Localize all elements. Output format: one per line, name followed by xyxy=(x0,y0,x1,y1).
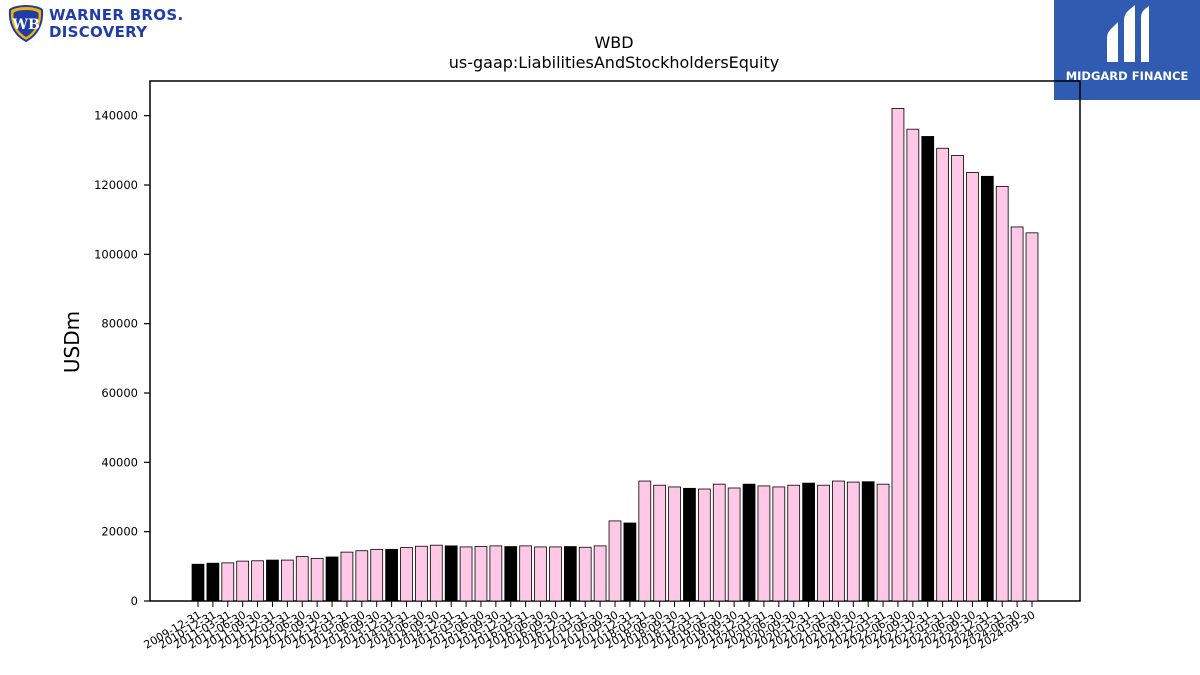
bar xyxy=(221,562,235,602)
logo-text-line2: DISCOVERY xyxy=(49,23,148,41)
bar xyxy=(385,548,398,602)
midgard-finance-logo: MIDGARD FINANCE xyxy=(1054,0,1200,100)
bar xyxy=(891,107,905,602)
bar xyxy=(474,546,488,602)
y-axis-ticks: 0 20000 40000 60000 80000 100000 120000 140000 xyxy=(94,109,150,608)
bar xyxy=(1010,226,1024,602)
bar xyxy=(578,546,592,602)
bar xyxy=(1025,232,1039,602)
bars xyxy=(191,107,1039,602)
bar xyxy=(623,522,637,602)
bar xyxy=(444,545,458,602)
midgard-mark-icon xyxy=(1107,5,1149,62)
y-tick-label: 40000 xyxy=(101,455,138,469)
bar xyxy=(251,560,264,602)
bar xyxy=(340,551,354,602)
bar xyxy=(727,487,741,602)
bar xyxy=(921,136,935,602)
bar xyxy=(191,563,205,602)
bar xyxy=(519,545,533,602)
bar xyxy=(951,155,964,602)
bar xyxy=(936,147,950,602)
bar xyxy=(638,480,652,602)
bar xyxy=(712,483,726,602)
bar xyxy=(683,487,696,602)
y-tick-label: 140000 xyxy=(94,109,138,123)
bar xyxy=(310,557,324,602)
logo-text-line1: WARNER BROS. xyxy=(49,6,184,24)
y-tick-label: 0 xyxy=(131,594,138,608)
bar xyxy=(400,547,413,602)
y-tick-label: 20000 xyxy=(101,525,138,539)
svg-text:WB: WB xyxy=(11,17,40,33)
bar xyxy=(757,485,771,602)
bar xyxy=(906,128,920,602)
bar xyxy=(995,185,1009,602)
y-tick-label: 120000 xyxy=(94,178,138,192)
bar xyxy=(370,548,384,602)
bar xyxy=(966,172,979,602)
bar xyxy=(504,546,518,602)
bar xyxy=(846,481,860,602)
bar xyxy=(832,480,845,602)
bar xyxy=(549,546,562,602)
chart-title: WBD xyxy=(594,33,633,52)
bar xyxy=(742,483,756,602)
bar xyxy=(415,545,428,602)
bar xyxy=(593,545,607,602)
bar xyxy=(876,483,890,602)
bar xyxy=(861,481,875,602)
bar xyxy=(608,520,622,602)
bar xyxy=(817,484,830,602)
wb-shield-icon: WB xyxy=(8,4,44,43)
x-axis-ticks: 2009-12-312010-12-312011-03-312011-06-30… xyxy=(142,601,1038,652)
bar xyxy=(980,175,994,602)
bar xyxy=(668,486,681,602)
bar xyxy=(459,546,473,602)
y-tick-label: 60000 xyxy=(101,386,138,400)
bar xyxy=(787,484,801,602)
bar xyxy=(802,482,815,602)
bar xyxy=(653,484,667,602)
y-tick-label: 100000 xyxy=(94,247,138,261)
y-tick-label: 80000 xyxy=(101,317,138,331)
bar xyxy=(266,559,279,602)
bar xyxy=(295,556,309,602)
bar xyxy=(429,544,443,602)
bar xyxy=(698,488,711,602)
bar xyxy=(206,562,220,602)
y-axis-label: USDm xyxy=(60,311,84,373)
bar xyxy=(772,486,786,602)
bar xyxy=(355,550,369,602)
bar xyxy=(563,546,577,602)
bar xyxy=(236,560,250,602)
warner-bros-discovery-logo: WB WARNER BROS. DISCOVERY xyxy=(6,4,206,44)
bar xyxy=(489,545,503,602)
bar xyxy=(325,556,339,602)
midgard-finance-text: MIDGARD FINANCE xyxy=(1065,69,1189,83)
bar xyxy=(534,546,547,602)
bar xyxy=(280,559,294,602)
chart-subtitle: us-gaap:LiabilitiesAndStockholdersEquity xyxy=(449,53,780,72)
